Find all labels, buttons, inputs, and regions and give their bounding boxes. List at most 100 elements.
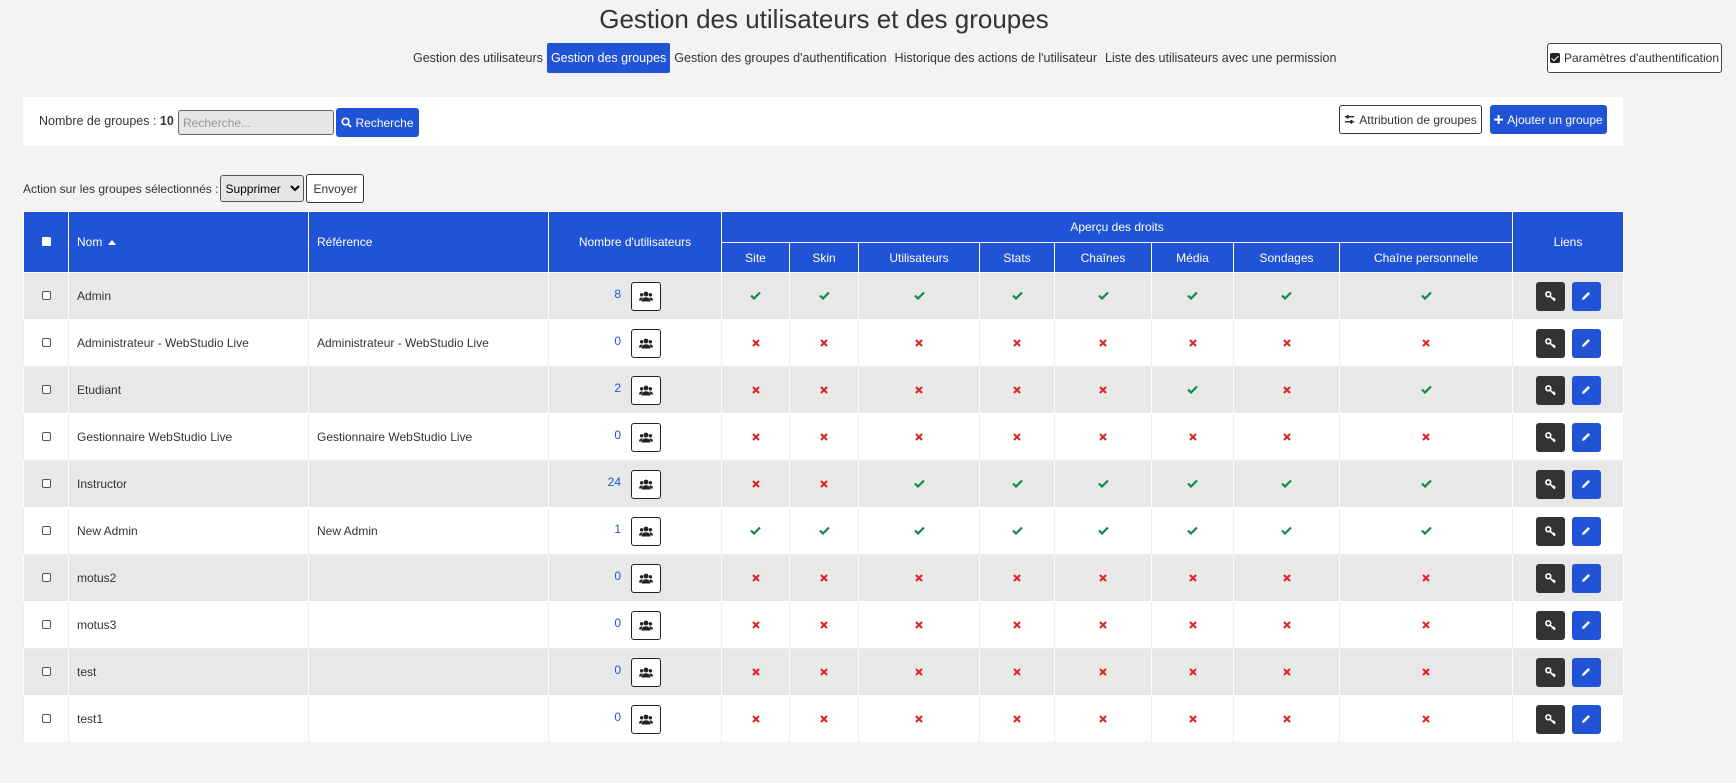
group-attribution-button[interactable]: Attribution de groupes	[1339, 105, 1482, 134]
users-cell: 24	[548, 460, 722, 508]
permissions-button[interactable]	[1535, 516, 1565, 546]
bulk-action-select[interactable]: Supprimer	[220, 175, 305, 202]
group-reference	[308, 366, 549, 414]
permissions-button[interactable]	[1535, 328, 1565, 358]
cross-icon	[1188, 621, 1197, 629]
user-count-link[interactable]: 8	[614, 287, 621, 301]
key-icon	[1544, 525, 1556, 536]
user-count-link[interactable]: 0	[614, 710, 621, 724]
group-reference: New Admin	[308, 507, 549, 555]
group-members-button[interactable]	[631, 611, 661, 640]
tab-user-history[interactable]: Historique des actions de l'utilisateur	[894, 51, 1098, 65]
right-site	[721, 319, 790, 367]
cross-icon	[820, 480, 828, 488]
user-count-link[interactable]: 0	[614, 616, 621, 630]
select-all-checkbox[interactable]	[41, 237, 51, 246]
right-site	[721, 460, 790, 508]
check-icon	[1011, 291, 1023, 301]
group-members-button[interactable]	[631, 705, 661, 734]
row-checkbox[interactable]	[41, 714, 51, 723]
right-stats	[979, 272, 1055, 320]
user-count-link[interactable]: 24	[607, 475, 621, 489]
header-name[interactable]: Nom	[68, 211, 309, 273]
check-icon	[1187, 291, 1198, 301]
row-checkbox[interactable]	[41, 432, 51, 441]
links-cell	[1512, 695, 1625, 743]
edit-button[interactable]	[1571, 610, 1601, 640]
row-checkbox[interactable]	[41, 291, 51, 300]
check-icon	[1420, 479, 1432, 489]
edit-button[interactable]	[1571, 563, 1601, 593]
search-button[interactable]: Recherche	[336, 108, 419, 137]
tab-users-permission[interactable]: Liste des utilisateurs avec une permissi…	[1105, 51, 1337, 65]
row-checkbox[interactable]	[41, 479, 51, 488]
users-cell: 0	[548, 648, 722, 696]
check-icon	[1097, 291, 1109, 301]
permissions-button[interactable]	[1535, 563, 1565, 593]
permissions-button[interactable]	[1535, 281, 1565, 311]
permissions-button[interactable]	[1535, 469, 1565, 499]
row-checkbox[interactable]	[41, 620, 51, 629]
row-checkbox[interactable]	[41, 338, 51, 347]
send-button[interactable]: Envoyer	[306, 174, 365, 203]
group-name: Etudiant	[68, 366, 309, 414]
user-count-link[interactable]: 1	[614, 522, 621, 536]
auth-params-button[interactable]: Paramètres d'authentification	[1547, 43, 1722, 73]
edit-button[interactable]	[1571, 375, 1601, 405]
row-checkbox[interactable]	[41, 667, 51, 676]
row-select-cell	[23, 319, 69, 367]
edit-button[interactable]	[1571, 281, 1601, 311]
cross-icon	[1188, 668, 1197, 676]
user-count-link[interactable]: 2	[614, 381, 621, 395]
user-count-link[interactable]: 0	[614, 428, 621, 442]
tab-auth-groups[interactable]: Gestion des groupes d'authentification	[674, 51, 887, 65]
key-icon	[1544, 713, 1556, 724]
group-members-button[interactable]	[631, 658, 661, 687]
edit-button[interactable]	[1571, 469, 1601, 499]
group-members-button[interactable]	[631, 517, 661, 546]
right-site	[721, 695, 790, 743]
permissions-button[interactable]	[1535, 704, 1565, 734]
right-personal-channel	[1338, 554, 1514, 602]
edit-button[interactable]	[1571, 328, 1601, 358]
permissions-button[interactable]	[1535, 422, 1565, 452]
edit-button[interactable]	[1571, 704, 1601, 734]
search-input[interactable]	[178, 110, 334, 135]
tab-groups[interactable]: Gestion des groupes	[546, 43, 671, 73]
user-count-link[interactable]: 0	[614, 334, 621, 348]
right-media	[1151, 554, 1234, 602]
right-skin	[789, 319, 859, 367]
cross-icon	[915, 574, 923, 582]
row-checkbox[interactable]	[41, 573, 51, 582]
edit-button[interactable]	[1571, 422, 1601, 452]
group-members-button[interactable]	[631, 376, 661, 405]
right-channels	[1054, 319, 1152, 367]
row-checkbox[interactable]	[41, 385, 51, 394]
permissions-button[interactable]	[1535, 375, 1565, 405]
permissions-button[interactable]	[1535, 657, 1565, 687]
add-group-button[interactable]: Ajouter un groupe	[1490, 105, 1607, 134]
group-members-button[interactable]	[631, 329, 661, 358]
table-row: test 0	[23, 648, 1625, 696]
right-skin	[789, 695, 859, 743]
cross-icon	[1013, 433, 1021, 441]
permissions-button[interactable]	[1535, 610, 1565, 640]
right-users	[858, 460, 980, 508]
group-reference	[308, 648, 549, 696]
user-count-link[interactable]: 0	[614, 663, 621, 677]
edit-button[interactable]	[1571, 516, 1601, 546]
right-personal-channel	[1338, 460, 1514, 508]
check-icon	[1281, 291, 1292, 301]
right-channels	[1054, 601, 1152, 649]
user-count-link[interactable]: 0	[614, 569, 621, 583]
group-members-button[interactable]	[631, 470, 661, 499]
row-checkbox[interactable]	[41, 526, 51, 535]
tab-users[interactable]: Gestion des utilisateurs	[413, 51, 543, 65]
check-icon	[913, 526, 925, 536]
group-members-button[interactable]	[631, 282, 661, 311]
table-row: Instructor 24	[23, 460, 1625, 508]
check-icon	[1187, 526, 1198, 536]
edit-button[interactable]	[1571, 657, 1601, 687]
group-members-button[interactable]	[631, 423, 661, 452]
group-members-button[interactable]	[631, 564, 661, 593]
